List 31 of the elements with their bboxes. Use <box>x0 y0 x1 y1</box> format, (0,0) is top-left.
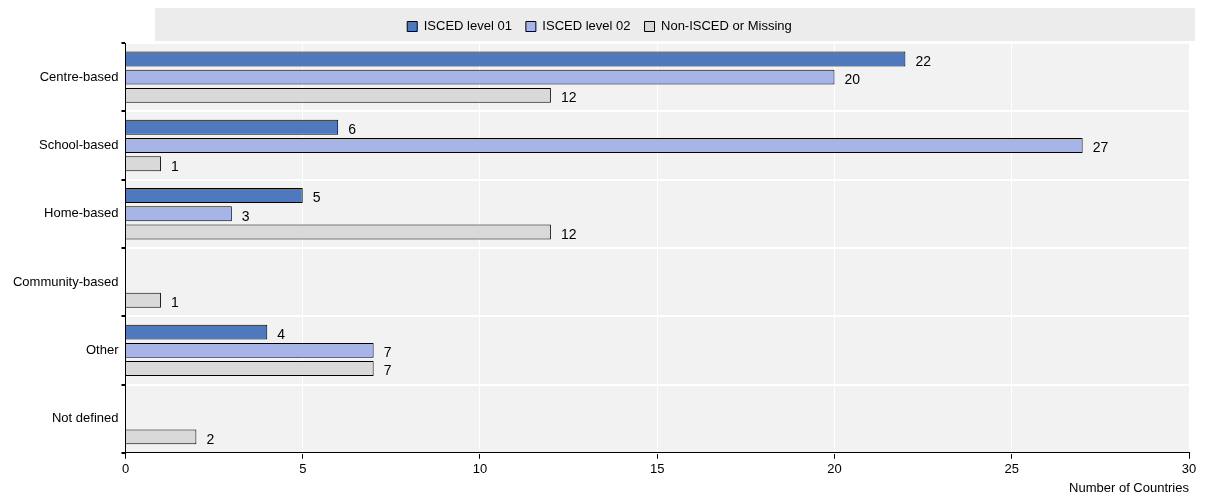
data-label: 1 <box>170 157 179 174</box>
x-tick-label: 25 <box>1004 461 1019 477</box>
x-tick-label: 30 <box>1181 461 1197 477</box>
x-axis-title: Number of Countries <box>1069 479 1190 495</box>
y-tick-label: Centre-based <box>39 68 119 84</box>
data-label: 20 <box>844 71 861 88</box>
data-label: 27 <box>1092 139 1109 156</box>
data-label: 7 <box>383 362 392 379</box>
x-tick-label: 0 <box>121 461 130 477</box>
legend-label: ISCED level 02 <box>542 18 631 34</box>
y-tick-label: Not defined <box>51 410 119 426</box>
data-label: 7 <box>383 344 392 361</box>
data-label: 4 <box>277 326 286 342</box>
x-tick-label: 20 <box>827 461 842 477</box>
data-label: 12 <box>560 225 577 242</box>
x-tick-label: 15 <box>650 461 665 477</box>
data-label: 5 <box>312 189 321 206</box>
y-tick-label: School-based <box>38 137 119 153</box>
data-label: 12 <box>560 89 577 106</box>
y-tick-label: Community-based <box>12 273 119 289</box>
data-label: 2 <box>206 430 215 447</box>
data-label: 3 <box>241 207 250 224</box>
x-tick-label: 10 <box>472 461 488 477</box>
legend-label: ISCED level 01 <box>423 18 512 34</box>
legend-label: Non-ISCED or Missing <box>661 18 792 34</box>
data-label: 1 <box>170 294 179 311</box>
y-tick-label: Other <box>85 341 120 357</box>
data-label: 22 <box>915 52 932 69</box>
data-label: 6 <box>348 121 357 138</box>
y-tick-label: Home-based <box>44 205 119 221</box>
x-tick-label: 5 <box>299 461 307 477</box>
